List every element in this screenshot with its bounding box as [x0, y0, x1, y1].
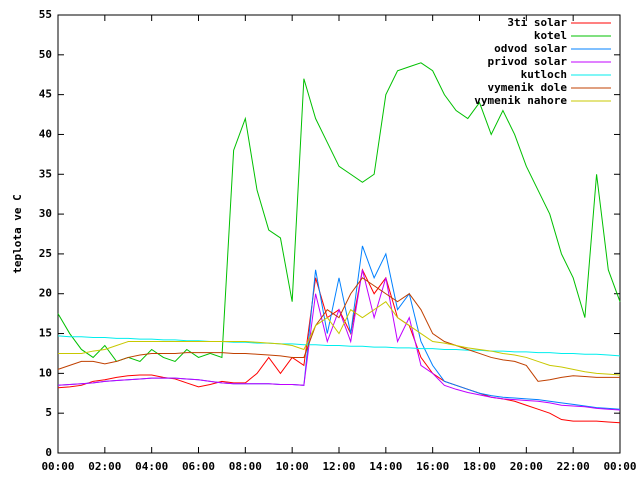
series-line	[57, 277, 620, 382]
y-tick-label: 15	[39, 327, 52, 340]
series-line	[57, 245, 621, 410]
x-tick-label: 20:00	[510, 460, 543, 473]
x-tick-label: 16:00	[416, 460, 449, 473]
x-tick-label: 00:00	[41, 460, 74, 473]
y-tick-label: 40	[39, 127, 52, 140]
y-tick-label: 55	[39, 8, 52, 21]
x-tick-label: 06:00	[182, 460, 215, 473]
legend-label: vymenik nahore	[474, 94, 567, 107]
x-tick-label: 18:00	[463, 460, 496, 473]
y-tick-label: 10	[39, 366, 52, 379]
x-tick-label: 04:00	[135, 460, 168, 473]
series-line	[57, 335, 621, 357]
x-tick-label: 08:00	[229, 460, 262, 473]
x-tick-label: 02:00	[88, 460, 121, 473]
series-line	[58, 301, 621, 376]
series-line	[57, 269, 621, 411]
x-tick-label: 12:00	[322, 460, 355, 473]
x-tick-label: 22:00	[557, 460, 590, 473]
y-tick-label: 20	[39, 287, 52, 300]
y-tick-label: 5	[45, 406, 52, 419]
x-tick-label: 00:00	[603, 460, 636, 473]
legend-label: odvod solar	[494, 42, 567, 55]
x-tick-label: 14:00	[369, 460, 402, 473]
legend-label: privod solar	[488, 55, 568, 68]
y-tick-label: 30	[39, 207, 52, 220]
y-tick-label: 0	[45, 446, 52, 459]
series-line	[57, 62, 621, 363]
legend-label: 3ti solar	[507, 16, 567, 29]
y-tick-label: 45	[39, 88, 52, 101]
x-tick-label: 10:00	[276, 460, 309, 473]
y-tick-label: 25	[39, 247, 52, 260]
y-tick-label: 35	[39, 167, 52, 180]
legend-label: vymenik dole	[488, 81, 568, 94]
y-axis-label: teplota ve C	[11, 194, 24, 273]
y-tick-label: 50	[39, 48, 52, 61]
legend-label: kutloch	[521, 68, 567, 81]
legend-label: kotel	[534, 29, 567, 42]
